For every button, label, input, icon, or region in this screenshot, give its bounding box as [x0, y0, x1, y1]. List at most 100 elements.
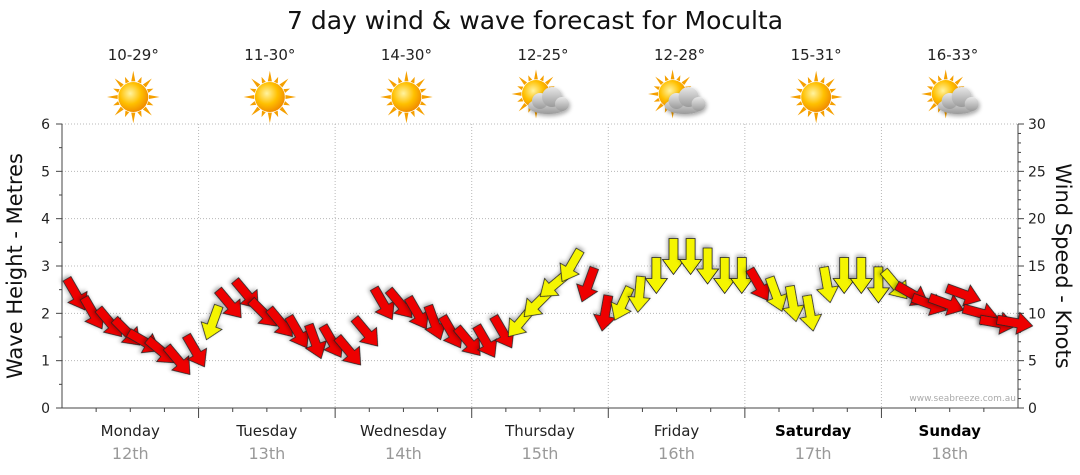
- wind-arrow: [162, 343, 191, 376]
- wind-arrow: [995, 311, 1034, 335]
- right-tick-label: 0: [1028, 401, 1037, 417]
- wind-arrow-shape: [849, 257, 874, 295]
- sun-ray: [249, 101, 257, 106]
- day-label-saturday: Saturday: [775, 422, 852, 440]
- sun-ray: [142, 106, 152, 116]
- wind-arrow: [695, 247, 720, 285]
- sun-ray: [831, 94, 843, 100]
- wind-arrow-shape: [472, 323, 498, 358]
- sun-ray: [386, 88, 393, 93]
- sun-ray: [386, 101, 393, 106]
- right-tick-label: 30: [1028, 117, 1046, 133]
- wind-arrow-shape: [576, 265, 599, 303]
- sun-ray: [422, 94, 433, 100]
- left-axis-title: Wave Height - Metres: [3, 153, 27, 379]
- sun-ray: [249, 88, 257, 93]
- wind-arrow-shape: [661, 238, 686, 276]
- wind-arrow: [678, 238, 703, 276]
- wind-arrow-shape: [712, 257, 737, 295]
- sun-ray: [517, 97, 524, 102]
- left-tick-label: 4: [41, 212, 50, 228]
- wind-arrow-shape: [350, 315, 379, 347]
- wind-arrow: [333, 333, 362, 366]
- wind-arrow: [627, 275, 651, 314]
- wind-arrows: [62, 238, 1034, 376]
- sun-ray: [420, 88, 427, 93]
- wind-arrow: [781, 284, 806, 323]
- weather-row: 10-29° 11-30° 14-30° 12-25° 12-28° 15-31° 16-3…: [107, 46, 979, 124]
- chart-title: 7 day wind & wave forecast for Moculta: [287, 6, 783, 35]
- sun-ray: [243, 94, 255, 100]
- date-label-monday: 12th: [112, 444, 149, 463]
- right-tick-label: 10: [1028, 306, 1046, 322]
- sun-ray: [544, 76, 554, 86]
- temp-label-sunday: 16-33°: [927, 46, 978, 64]
- date-label-saturday: 17th: [795, 444, 832, 463]
- wind-arrow: [559, 247, 585, 283]
- day-labels: Monday 12th Tuesday 13th Wednesday 14th Thursd…: [101, 422, 981, 463]
- right-tick-label: 25: [1028, 164, 1046, 180]
- sun-ray: [267, 112, 272, 124]
- sun-ray: [416, 78, 425, 88]
- wind-arrow: [798, 294, 823, 332]
- wind-arrow-shape: [162, 343, 191, 376]
- sun-disc: [801, 82, 832, 112]
- sun-ray: [796, 101, 803, 106]
- sun-ray: [404, 70, 409, 82]
- partly-cloudy-icon: [921, 69, 979, 119]
- sun-ray: [528, 75, 533, 82]
- wind-arrow-shape: [995, 311, 1034, 335]
- sun-ray: [279, 78, 289, 88]
- sun-icon: [789, 70, 843, 124]
- temp-label-saturday: 15-31°: [791, 46, 842, 64]
- wind-arrow: [661, 238, 686, 276]
- sun-ray: [142, 78, 152, 88]
- wind-arrow-shape: [678, 238, 703, 276]
- sun-ray: [146, 101, 154, 106]
- left-tick-label: 1: [41, 354, 50, 370]
- wind-arrow: [644, 257, 669, 295]
- sun-ray: [107, 94, 118, 100]
- sun-ray: [387, 106, 397, 116]
- sun-ray: [398, 110, 403, 118]
- sun-ray: [404, 112, 409, 124]
- temp-label-tuesday: 11-30°: [244, 46, 295, 64]
- sun-ray: [517, 86, 524, 91]
- sun-ray: [146, 88, 154, 93]
- sun-ray: [518, 102, 528, 112]
- sun-ray: [124, 76, 130, 84]
- sun-ray: [820, 110, 825, 118]
- sun-ray: [131, 70, 136, 82]
- sun-ray: [539, 75, 544, 82]
- wind-arrow-shape: [765, 275, 788, 312]
- wind-arrow: [765, 275, 788, 312]
- wind-arrow-shape: [559, 247, 585, 283]
- wind-arrow-shape: [304, 322, 327, 360]
- sun-ray: [283, 88, 290, 93]
- sun-disc: [254, 82, 285, 112]
- date-label-tuesday: 13th: [248, 444, 285, 463]
- day-label-thursday: Thursday: [504, 422, 575, 440]
- sun-ray: [420, 101, 427, 106]
- sun-ray: [273, 110, 279, 118]
- date-label-friday: 16th: [658, 444, 695, 463]
- sun-ray: [796, 88, 803, 93]
- wind-arrow-shape: [627, 275, 651, 314]
- date-label-thursday: 15th: [522, 444, 559, 463]
- sun-ray: [398, 76, 403, 84]
- sun-ray: [285, 94, 297, 100]
- sun-ray: [131, 112, 136, 124]
- sun-ray: [943, 69, 948, 80]
- temp-label-wednesday: 14-30°: [381, 46, 432, 64]
- wind-arrow-shape: [182, 332, 208, 368]
- cloud: [664, 87, 706, 114]
- wind-arrow: [472, 323, 498, 358]
- right-axis-title: Wind Speed - Knots: [1051, 163, 1075, 368]
- wind-arrow: [182, 332, 208, 368]
- sun-ray: [113, 88, 120, 93]
- sun-ray: [648, 92, 658, 96]
- wind-arrow: [849, 257, 874, 295]
- sun-ray: [655, 102, 664, 112]
- left-tick-label: 6: [41, 117, 50, 133]
- sun-ray: [655, 76, 664, 86]
